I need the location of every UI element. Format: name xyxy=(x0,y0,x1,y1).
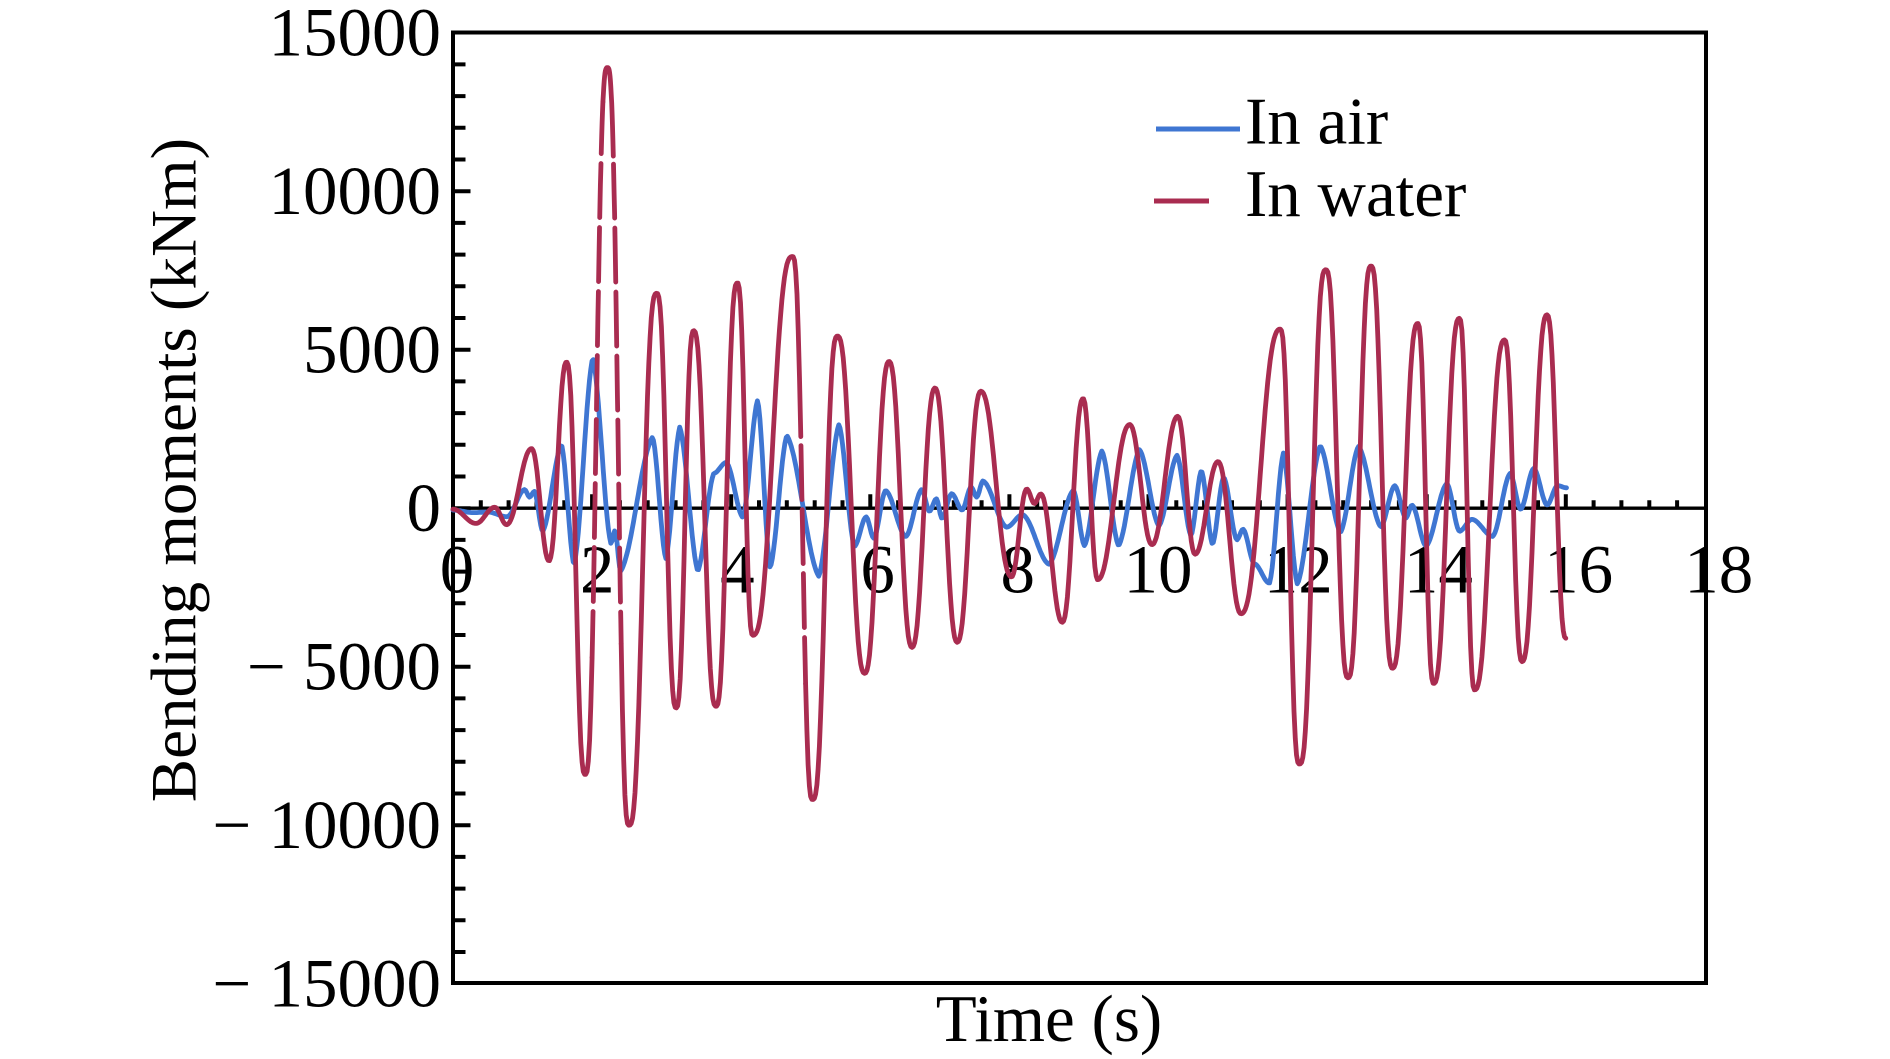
svg-text:0: 0 xyxy=(440,532,475,608)
svg-text:14: 14 xyxy=(1404,532,1473,608)
svg-text:Time (s): Time (s) xyxy=(936,982,1163,1056)
svg-text:16: 16 xyxy=(1544,532,1613,608)
svg-text:In water: In water xyxy=(1245,157,1466,231)
svg-text:10: 10 xyxy=(1124,532,1193,608)
svg-text:− 10000: − 10000 xyxy=(212,787,441,863)
svg-text:Bending moments (kNm): Bending moments (kNm) xyxy=(139,138,211,802)
svg-text:In air: In air xyxy=(1245,85,1388,159)
svg-text:10000: 10000 xyxy=(269,153,442,229)
svg-text:18: 18 xyxy=(1684,532,1753,608)
svg-text:− 15000: − 15000 xyxy=(212,946,441,1022)
svg-text:5000: 5000 xyxy=(303,312,441,388)
svg-text:15000: 15000 xyxy=(269,0,442,71)
svg-text:0: 0 xyxy=(407,470,442,546)
svg-text:− 5000: − 5000 xyxy=(247,629,441,705)
